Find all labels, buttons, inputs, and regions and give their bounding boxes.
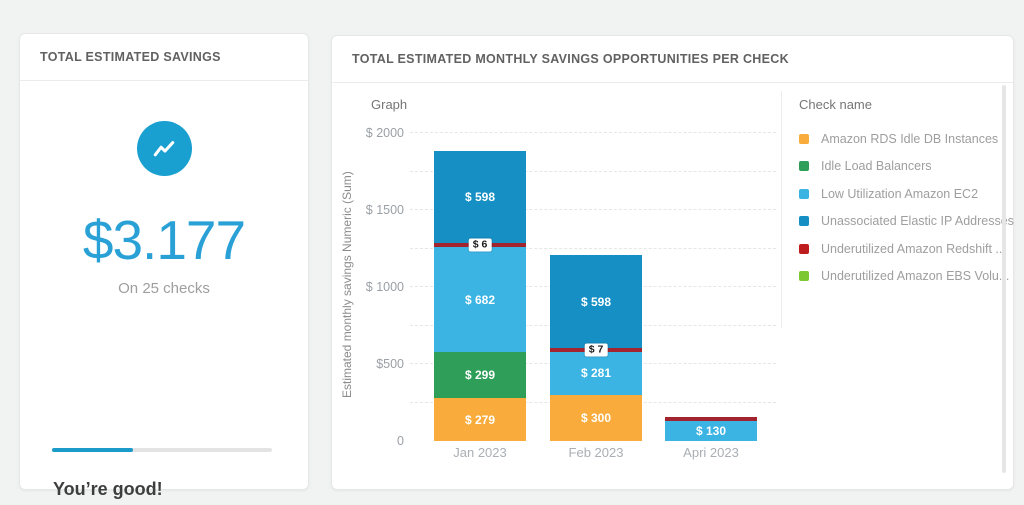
chart-card-title: TOTAL ESTIMATED MONTHLY SAVINGS OPPORTUN… xyxy=(352,52,789,66)
y-tick-label: $ 2000 xyxy=(365,126,404,140)
segment-green[interactable]: $ 299 xyxy=(434,352,526,399)
segment-value-label: $ 682 xyxy=(464,292,496,307)
header-divider xyxy=(332,82,1013,83)
segment-value-label: $ 6 xyxy=(468,238,492,252)
x-tick-label: Jan 2023 xyxy=(453,445,507,460)
legend-swatch-icon xyxy=(799,243,809,254)
segment-value-label: $ 300 xyxy=(580,410,612,425)
legend-item[interactable]: Low Utilization Amazon EC2 xyxy=(799,180,1006,208)
savings-card-header: TOTAL ESTIMATED SAVINGS xyxy=(20,34,308,80)
legend-title: Check name xyxy=(799,97,872,112)
segment-dark_blue[interactable]: $ 598 xyxy=(550,255,642,348)
gridline xyxy=(410,170,776,172)
segment-value-label: $ 7 xyxy=(584,343,608,357)
segment-value-label: $ 130 xyxy=(695,423,727,438)
legend-item[interactable]: Idle Load Balancers xyxy=(799,153,1006,181)
savings-status-title: You’re good! xyxy=(53,479,163,499)
segment-value-label: $ 299 xyxy=(464,368,496,383)
graph-section-label: Graph xyxy=(371,97,408,112)
savings-card-title: TOTAL ESTIMATED SAVINGS xyxy=(40,50,221,64)
legend-item-label: Underutilized Amazon EBS Volu... xyxy=(821,269,1010,284)
total-savings-card: TOTAL ESTIMATED SAVINGS $3.177 On 25 che… xyxy=(19,33,309,499)
legend-item[interactable]: Unassociated Elastic IP Addresses xyxy=(799,208,1014,236)
gridline xyxy=(410,247,776,249)
segment-orange[interactable]: $ 300 xyxy=(550,394,642,441)
legend-item-label: Underutilized Amazon Redshift .. xyxy=(821,241,1003,256)
segment-orange[interactable]: $ 279 xyxy=(434,398,526,441)
segment-light_blue[interactable]: $ 281 xyxy=(550,351,642,395)
y-tick-label: $500 xyxy=(376,357,404,371)
savings-progress-fill xyxy=(52,448,134,452)
legend-item[interactable]: Underutilized Amazon Redshift .. xyxy=(799,235,1006,263)
y-tick-label: $ 1500 xyxy=(365,203,404,217)
savings-progress-bar xyxy=(52,448,272,452)
segment-red_line[interactable]: $ 6 xyxy=(434,238,526,252)
segment-value-label: $ 598 xyxy=(580,294,612,309)
bar-feb-2023[interactable]: $ 300 $ 281 $ 7 $ 598 xyxy=(550,255,642,441)
legend-swatch-icon xyxy=(799,161,809,172)
x-tick-label: Feb 2023 xyxy=(568,445,624,460)
segment-dark_blue[interactable]: $ 598 xyxy=(434,150,526,243)
bar-apri-2023[interactable]: $ 130 xyxy=(665,416,757,441)
savings-amount: $3.177 xyxy=(82,209,246,271)
segment-light_blue[interactable]: $ 130 xyxy=(665,420,757,441)
gridline xyxy=(410,209,776,210)
legend-item[interactable]: Underutilized Amazon EBS Volu... xyxy=(799,263,1010,291)
gridline xyxy=(410,132,776,133)
header-divider xyxy=(20,80,308,81)
segment-red_line[interactable]: $ 7 xyxy=(550,343,642,357)
legend-item-label: Unassociated Elastic IP Addresses xyxy=(821,214,1014,229)
trend-icon xyxy=(136,121,192,176)
segment-value-label: $ 281 xyxy=(580,366,612,381)
legend-item-label: Low Utilization Amazon EC2 xyxy=(821,186,979,201)
y-tick-label: $ 1000 xyxy=(365,280,404,294)
bar-jan-2023[interactable]: $ 279 $ 299 $ 682 $ 6 $ 598 xyxy=(434,150,526,441)
trending-up-icon xyxy=(153,140,175,156)
legend-swatch-icon xyxy=(799,188,809,199)
savings-card-body: $3.177 On 25 checks You’re good! Your sa… xyxy=(20,121,308,505)
legend-item-label: Amazon RDS Idle DB Instances xyxy=(821,131,999,146)
segment-value-label: $ 598 xyxy=(464,189,496,204)
segment-value-label: $ 279 xyxy=(464,412,496,427)
legend-items: Amazon RDS Idle DB Instances Idle Load Ba… xyxy=(799,125,1014,291)
scrollbar[interactable] xyxy=(1002,85,1006,473)
chart-content: Graph Estimated monthly savings Numeric … xyxy=(332,83,1014,491)
legend: Check name Amazon RDS Idle DB Instances I… xyxy=(781,91,1014,328)
plot-area: $ 279 $ 299 $ 682 $ 6 $ 598 Jan 2023 $ 300 $ 28… xyxy=(410,129,776,460)
legend-item-label: Idle Load Balancers xyxy=(821,159,932,174)
legend-swatch-icon xyxy=(799,271,809,282)
y-tick-label: 0 xyxy=(397,434,404,448)
y-axis: $ 2000 $ 1500 $ 1000 $500 0 xyxy=(332,126,404,448)
legend-swatch-icon xyxy=(799,216,809,227)
savings-checks-count: On 25 checks xyxy=(118,280,210,297)
monthly-savings-chart-card: TOTAL ESTIMATED MONTHLY SAVINGS OPPORTUN… xyxy=(331,35,1014,490)
legend-swatch-icon xyxy=(799,133,809,144)
segment-light_blue[interactable]: $ 682 xyxy=(434,247,526,353)
chart-card-header: TOTAL ESTIMATED MONTHLY SAVINGS OPPORTUN… xyxy=(332,36,1013,82)
x-tick-label: Apri 2023 xyxy=(683,445,739,460)
segment-red_line[interactable] xyxy=(665,416,757,421)
legend-item[interactable]: Amazon RDS Idle DB Instances xyxy=(799,125,1006,153)
